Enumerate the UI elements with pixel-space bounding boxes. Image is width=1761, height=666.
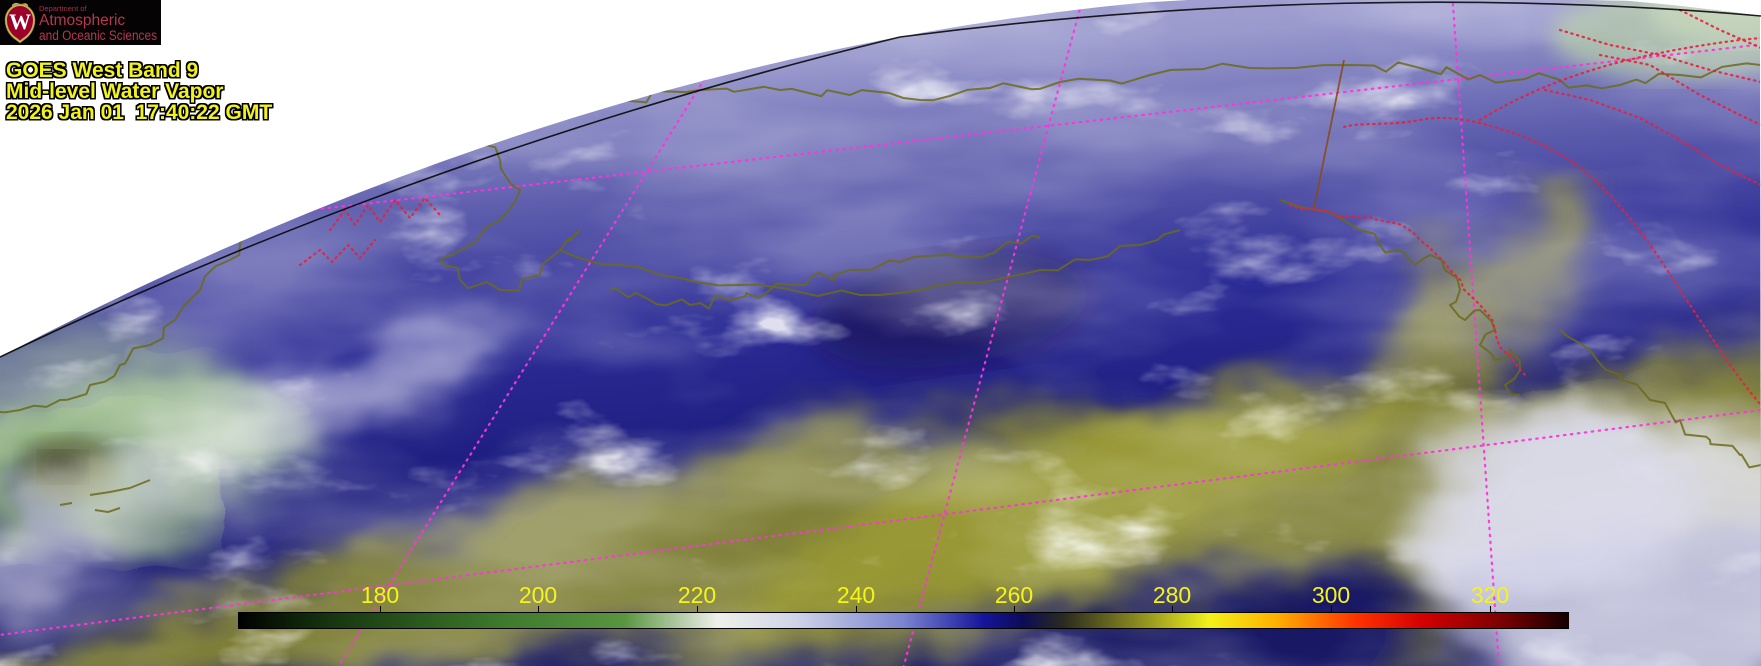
svg-text:W: W — [9, 9, 31, 34]
svg-text:Atmospheric: Atmospheric — [39, 12, 125, 29]
svg-text:and Oceanic Sciences: and Oceanic Sciences — [39, 28, 157, 43]
